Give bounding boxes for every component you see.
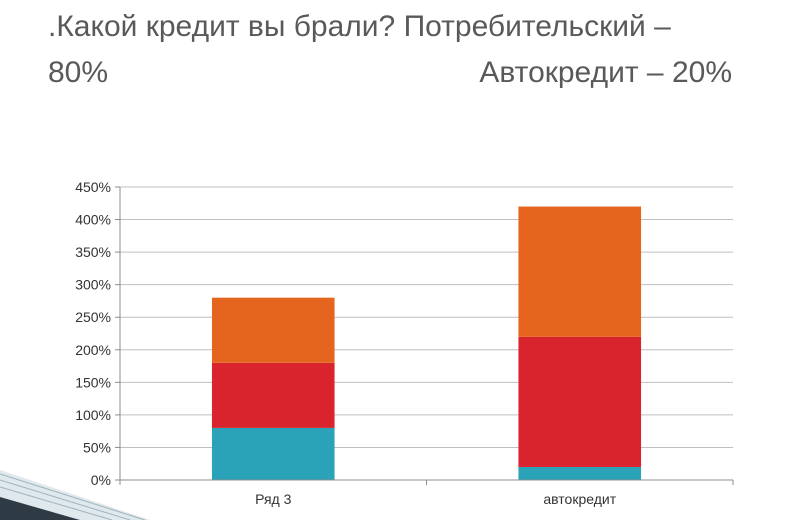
corner-shape-light	[0, 470, 150, 520]
y-tick-label-350: 350%	[75, 244, 111, 260]
axes	[119, 187, 734, 485]
y-tick-label-200: 200%	[75, 342, 111, 358]
bar-segment-2-series-1	[518, 466, 642, 480]
bar-segment-2-series-2	[518, 336, 642, 467]
y-tick-label-0: 0%	[91, 472, 111, 488]
bar-segment-1-series-1	[211, 427, 335, 480]
title-auto-loan-percent: Автокредит – 20%	[479, 56, 732, 89]
corner-line-2	[0, 479, 131, 520]
bars	[211, 206, 642, 480]
y-tick-label-150: 150%	[75, 374, 111, 390]
y-tick-label-450: 450%	[75, 179, 111, 195]
y-tick-label-400: 400%	[75, 212, 111, 228]
title-line-2: 80% Автокредит – 20%	[48, 50, 748, 96]
y-tick-label-100: 100%	[75, 407, 111, 423]
y-axis-tick-labels: 0% 50% 100% 150% 200% 250% 300% 350% 400% 450%	[75, 179, 111, 488]
bar-segment-1-series-2	[211, 362, 335, 428]
y-tick-label-300: 300%	[75, 277, 111, 293]
title-consumer-percent: 80%	[48, 56, 109, 89]
bar-segment-2-series-3	[518, 206, 642, 337]
slide-title: .Какой кредит вы брали? Потребительский …	[48, 4, 748, 96]
y-tick-label-250: 250%	[75, 309, 111, 325]
corner-line-3	[0, 486, 113, 520]
x-category-label-1: Ряд 3	[255, 491, 292, 507]
corner-shape-dark	[0, 497, 80, 520]
y-tick-label-50: 50%	[83, 439, 111, 455]
title-line-1: .Какой кредит вы брали? Потребительский …	[48, 10, 671, 43]
corner-line-1	[0, 473, 146, 520]
x-axis-category-labels: Ряд 3 автокредит	[255, 491, 617, 507]
x-category-label-2: автокредит	[543, 491, 616, 507]
bar-segment-1-series-3	[211, 297, 335, 363]
